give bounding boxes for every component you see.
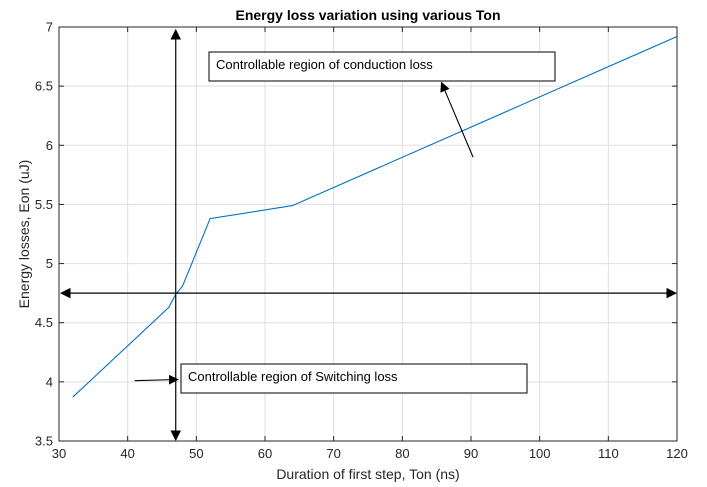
grid [59,27,677,441]
x-tick-label: 50 [189,446,203,461]
x-tick-label: 120 [666,446,688,461]
x-tick-label: 90 [464,446,478,461]
switching-loss-annotation-box [180,363,528,394]
chart-title: Energy loss variation using various Ton [235,7,500,23]
x-tick-label: 40 [120,446,134,461]
y-tick-label: 7 [46,20,53,35]
plot-frame [58,26,678,442]
y-tick-label: 5 [46,256,53,271]
y-tick-label: 4 [46,374,53,389]
series-layer [72,35,678,398]
y-tick-label: 6 [46,138,53,153]
y-tick-label: 3.5 [35,434,53,449]
reference-lines [59,28,678,442]
x-tick-label: 70 [326,446,340,461]
y-axis-title: Energy losses, Eon (uJ) [16,160,32,309]
switching-loss-annotation-arrow [134,374,179,385]
ticks: 30 40 50 60 70 80 90 100 110 120 3.5 4 4.5 5 5.5 6 6.5 7 [35,20,688,462]
y-tick-label: 4.5 [35,315,53,330]
x-tick-label: 30 [52,446,66,461]
x-tick-label: 110 [598,446,619,461]
series-line [72,35,678,398]
switching-loss-annotation-text: Controllable region of Switching loss [188,369,398,384]
y-tick-label: 6.5 [35,79,53,94]
conduction-loss-annotation-arrow [440,81,474,158]
conduction-loss-annotation-text: Controllable region of conduction loss [216,57,433,72]
conduction-loss-annotation-box [208,51,556,82]
annotations: Controllable region of conduction loss Co… [134,51,556,394]
y-tick-label: 5.5 [35,197,53,212]
x-axis-title: Duration of first step, Ton (ns) [276,466,459,482]
x-tick-label: 60 [258,446,272,461]
x-tick-label: 100 [529,446,551,461]
x-tick-label: 80 [395,446,409,461]
